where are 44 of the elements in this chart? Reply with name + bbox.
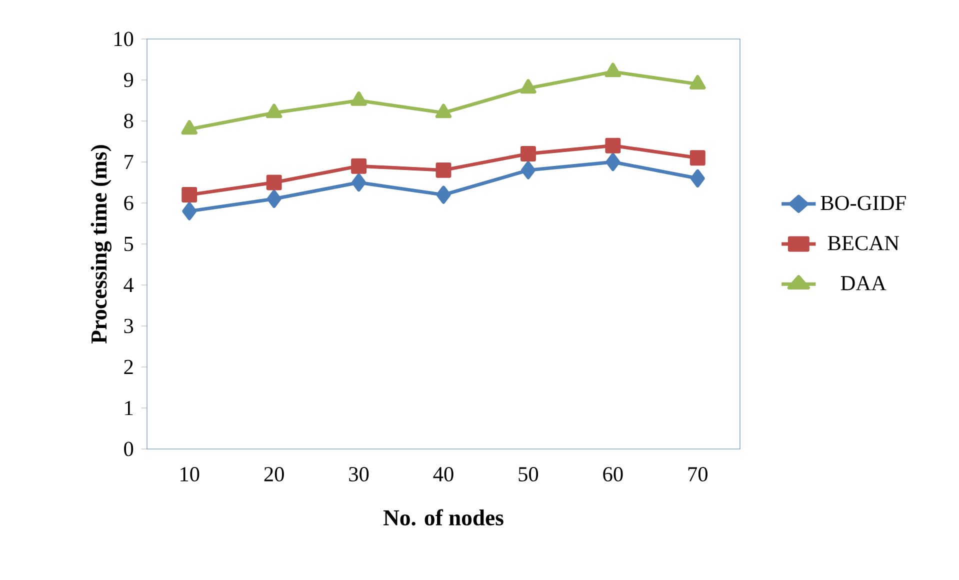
point [350,91,367,106]
point [266,190,282,208]
x-axis-title: No. of nodes [383,509,504,526]
point [604,62,622,78]
point [690,169,705,188]
point [351,158,367,174]
point [352,173,366,192]
point [266,104,282,118]
point [435,104,452,118]
x-tick-label: 60 [603,467,623,482]
y-tick-label: 6 [124,196,134,210]
y-tick-label: 1 [125,400,133,416]
x-tick-label: 30 [349,467,369,482]
y-tick-label: 7 [124,155,134,169]
point [605,138,621,154]
point [181,120,198,135]
point [436,186,451,204]
x-tick-label: 50 [518,467,538,482]
y-axis-title: Processing time (ms) [90,145,112,344]
y-tick-label: 4 [124,278,134,292]
y-tick-label: 2 [124,360,133,374]
y-tick-label: 8 [124,114,134,128]
x-tick-label: 10 [180,467,200,482]
x-tick-label: 40 [433,467,454,482]
x-tick-label: 70 [688,467,708,482]
legend-label: DAA [840,276,886,290]
point [520,146,536,162]
point [436,162,452,178]
legend-label: BECAN [828,236,900,250]
point [690,150,706,166]
point [266,174,282,190]
point [520,79,536,94]
y-tick-label: 9 [124,72,134,88]
y-tick-label: 5 [124,236,134,252]
point [606,152,620,172]
point [182,202,197,220]
point [182,187,198,203]
x-tick-label: 20 [264,467,284,482]
y-tick-label: 10 [114,32,134,46]
point [690,75,706,90]
y-tick-label: 3 [124,318,134,334]
y-tick-label: 0 [124,442,134,456]
legend-label: BO-GIDF [820,196,906,210]
point [520,161,536,180]
